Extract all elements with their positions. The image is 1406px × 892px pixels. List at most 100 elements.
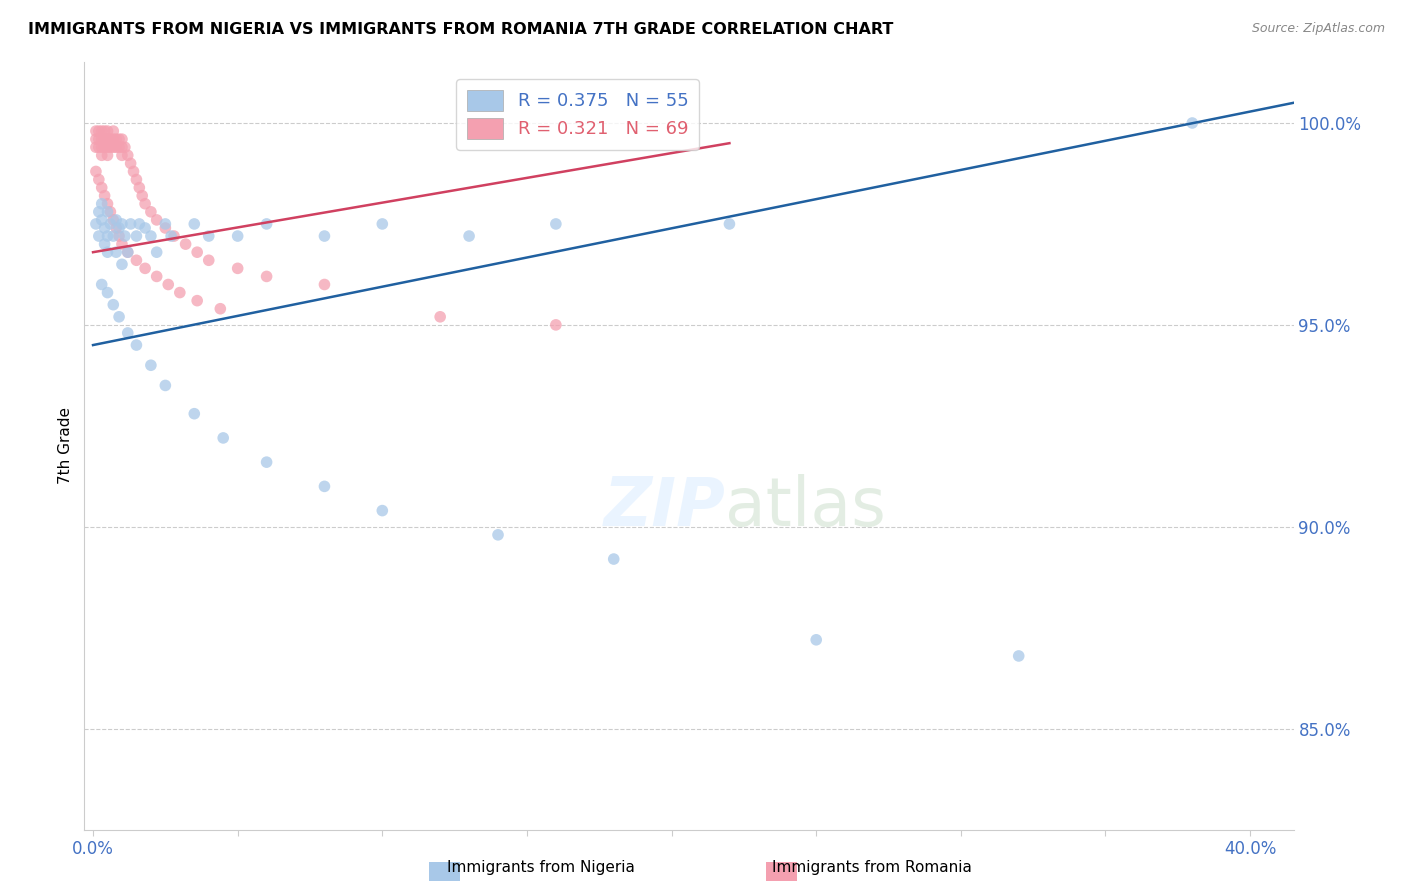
Point: [209, 301, 232, 316]
Point: [105, 140, 128, 154]
Point: [169, 285, 191, 300]
Point: [117, 245, 139, 260]
Point: [93, 124, 115, 138]
Point: [87, 204, 110, 219]
Point: [103, 140, 125, 154]
Point: [134, 261, 156, 276]
Point: [87, 132, 110, 146]
Point: [125, 338, 148, 352]
Point: [134, 221, 156, 235]
Point: [145, 245, 167, 260]
Point: [134, 196, 156, 211]
Point: [183, 407, 205, 421]
Y-axis label: 7th Grade: 7th Grade: [58, 408, 73, 484]
Point: [139, 229, 162, 244]
Point: [160, 229, 183, 244]
Point: [90, 277, 112, 292]
Point: [145, 269, 167, 284]
Point: [371, 503, 394, 517]
Point: [183, 217, 205, 231]
Point: [100, 217, 122, 231]
Point: [108, 229, 131, 244]
Point: [1181, 116, 1204, 130]
Point: [90, 148, 112, 162]
Point: [125, 229, 148, 244]
Point: [111, 132, 134, 146]
Point: [103, 213, 125, 227]
Point: [100, 140, 122, 154]
Point: [117, 326, 139, 340]
Point: [128, 180, 150, 194]
Point: [111, 217, 134, 231]
Point: [128, 217, 150, 231]
Point: [212, 431, 235, 445]
Point: [256, 217, 278, 231]
Text: ZIP: ZIP: [603, 475, 725, 541]
Point: [84, 217, 107, 231]
Point: [122, 164, 145, 178]
Point: [103, 124, 125, 138]
Point: [117, 245, 139, 260]
Point: [114, 229, 136, 244]
Point: [155, 217, 177, 231]
Point: [603, 552, 626, 566]
Point: [544, 318, 567, 332]
Point: [93, 140, 115, 154]
Point: [371, 217, 394, 231]
Point: [256, 455, 278, 469]
Point: [139, 358, 162, 372]
Point: [139, 204, 162, 219]
Point: [186, 245, 208, 260]
Point: [90, 132, 112, 146]
Point: [84, 124, 107, 138]
Point: [96, 245, 118, 260]
Legend: R = 0.375   N = 55, R = 0.321   N = 69: R = 0.375 N = 55, R = 0.321 N = 69: [456, 79, 699, 150]
Point: [806, 632, 828, 647]
Point: [429, 310, 451, 324]
Point: [96, 132, 118, 146]
Point: [111, 237, 134, 252]
Point: [90, 140, 112, 154]
Point: [125, 253, 148, 268]
Point: [155, 378, 177, 392]
Point: [125, 172, 148, 186]
Point: [117, 148, 139, 162]
Text: IMMIGRANTS FROM NIGERIA VS IMMIGRANTS FROM ROMANIA 7TH GRADE CORRELATION CHART: IMMIGRANTS FROM NIGERIA VS IMMIGRANTS FR…: [28, 22, 893, 37]
Point: [84, 164, 107, 178]
Point: [87, 172, 110, 186]
Point: [103, 229, 125, 244]
Point: [93, 237, 115, 252]
Point: [87, 124, 110, 138]
Point: [100, 132, 122, 146]
Point: [155, 221, 177, 235]
Point: [108, 221, 131, 235]
Point: [105, 213, 128, 227]
Text: Immigrants from Romania: Immigrants from Romania: [772, 861, 972, 875]
Point: [93, 132, 115, 146]
Point: [96, 204, 118, 219]
Point: [163, 229, 186, 244]
Point: [90, 180, 112, 194]
Point: [1008, 648, 1031, 663]
Point: [120, 156, 142, 170]
Point: [96, 285, 118, 300]
Point: [105, 221, 128, 235]
Point: [314, 229, 336, 244]
Point: [111, 257, 134, 271]
Point: [157, 277, 180, 292]
Point: [174, 237, 197, 252]
Point: [108, 310, 131, 324]
Point: [458, 229, 481, 244]
Point: [103, 298, 125, 312]
Point: [108, 140, 131, 154]
Point: [145, 213, 167, 227]
Point: [197, 253, 219, 268]
Point: [544, 217, 567, 231]
Point: [718, 217, 741, 231]
Point: [87, 229, 110, 244]
Point: [103, 132, 125, 146]
Point: [186, 293, 208, 308]
Point: [96, 124, 118, 138]
Point: [84, 140, 107, 154]
Point: [108, 132, 131, 146]
